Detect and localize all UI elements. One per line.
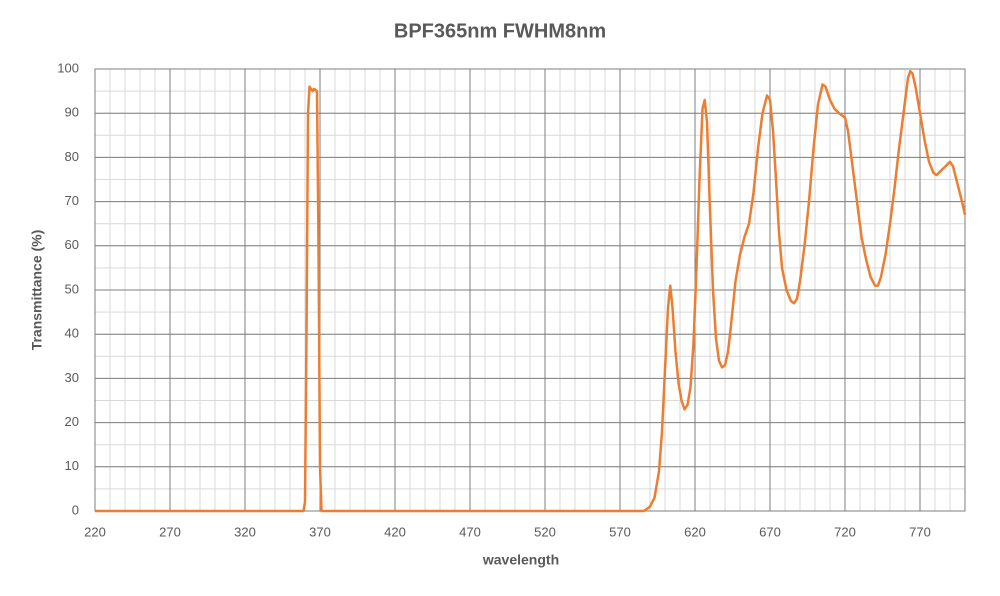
y-tick-label: 80 — [65, 149, 79, 164]
y-tick-label: 60 — [65, 237, 79, 252]
x-tick-label: 420 — [384, 524, 406, 539]
x-tick-label: 770 — [909, 524, 931, 539]
y-tick-label: 70 — [65, 193, 79, 208]
x-tick-label: 370 — [309, 524, 331, 539]
x-tick-label: 520 — [534, 524, 556, 539]
x-axis-label: wavelength — [482, 552, 559, 568]
x-tick-label: 620 — [684, 524, 706, 539]
y-tick-label: 90 — [65, 105, 79, 120]
x-tick-label: 470 — [459, 524, 481, 539]
chart-title: BPF365nm FWHM8nm — [394, 20, 606, 42]
x-tick-label: 220 — [84, 524, 106, 539]
x-tick-label: 720 — [834, 524, 856, 539]
y-tick-label: 10 — [65, 458, 79, 473]
data-line — [95, 69, 967, 513]
x-tick-label: 270 — [159, 524, 181, 539]
y-tick-label: 30 — [65, 370, 79, 385]
y-tick-label: 50 — [65, 281, 79, 296]
x-tick-label: 570 — [609, 524, 631, 539]
y-axis-label: Transmittance (%) — [29, 230, 45, 351]
y-tick-label: 0 — [72, 502, 79, 517]
x-tick-label: 670 — [759, 524, 781, 539]
x-tick-label: 320 — [234, 524, 256, 539]
y-tick-label: 20 — [65, 414, 79, 429]
y-tick-label: 40 — [65, 326, 79, 341]
plot — [95, 69, 967, 513]
y-tick-label: 100 — [57, 60, 79, 75]
